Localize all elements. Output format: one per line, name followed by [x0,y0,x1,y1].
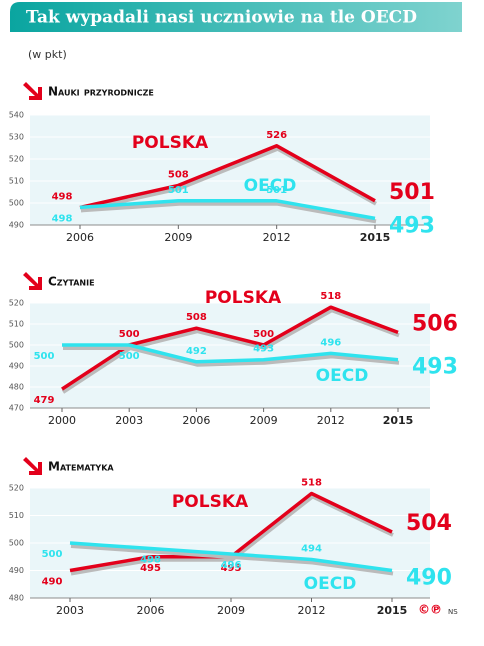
end-label: 493 [389,213,435,238]
page-title: Tak wypadali nasi uczniowie na tle OECD [26,8,417,28]
x-tick-label: 2000 [48,414,76,427]
series-name: OECD [244,176,297,196]
series-name: OECD [304,574,357,594]
end-label: 501 [389,180,435,205]
y-tick-label: 480 [9,383,24,392]
x-tick-label: 2012 [317,414,345,427]
end-label: 504 [406,511,452,536]
x-tick-label: 2009 [217,604,245,617]
data-label: 501 [168,185,189,196]
data-label: 508 [186,312,207,323]
series-line [69,541,393,573]
data-label: 498 [140,555,161,566]
y-tick-label: 520 [9,484,24,493]
y-tick-label: 520 [9,299,24,308]
x-tick-label: 2012 [263,231,291,244]
y-tick-label: 500 [9,341,24,350]
data-label: 494 [301,544,322,555]
line-shadow [61,308,400,394]
heading-icon [23,82,42,100]
y-tick-label: 490 [9,221,24,230]
chart-title: Czytanie [48,275,95,289]
end-label: 493 [412,355,458,380]
line-shadow [70,544,394,576]
y-tick-label: 510 [9,511,24,520]
logo: ©℗ [418,603,442,617]
y-tick-label: 510 [9,177,24,186]
y-tick-label: 530 [9,133,24,142]
data-label: 493 [253,344,274,355]
x-tick-label: 2009 [250,414,278,427]
credit: NS [448,608,458,616]
x-tick-label: 2015 [377,604,408,617]
data-label: 518 [320,291,341,302]
x-tick-label: 2012 [298,604,326,617]
series-line [61,305,399,391]
series-line [62,343,399,364]
data-label: 498 [52,213,73,224]
data-label: 526 [266,130,287,141]
series-line [79,199,376,221]
y-tick-label: 500 [9,199,24,208]
y-tick-label: 500 [9,539,24,548]
y-tick-label: 520 [9,155,24,164]
x-tick-label: 2015 [360,231,391,244]
y-tick-label: 490 [9,362,24,371]
data-label: 490 [42,577,63,588]
chart-title: Nauki przyrodnicze [48,85,154,99]
series-name: POLSKA [205,288,282,308]
end-label: 490 [406,566,452,591]
line-shadow [80,201,377,224]
data-label: 500 [119,351,140,362]
x-tick-label: 2009 [164,231,192,244]
data-label: 500 [253,329,274,340]
data-label: 496 [221,560,242,571]
series-name: POLSKA [172,492,249,512]
data-label: 501 [266,185,287,196]
heading-icon [23,457,42,475]
data-label: 479 [34,395,55,406]
data-label: 498 [52,191,73,202]
y-tick-label: 480 [9,594,24,603]
data-label: 500 [119,329,140,340]
y-tick-label: 510 [9,320,24,329]
x-tick-label: 2003 [56,604,84,617]
x-tick-label: 2015 [383,414,414,427]
x-tick-label: 2006 [137,604,165,617]
heading-icon [23,272,42,290]
series-name: POLSKA [132,133,209,153]
series-name: OECD [316,366,369,386]
data-label: 495 [221,563,242,574]
data-label: 500 [42,549,63,560]
title-bar [10,2,462,32]
line-shadow [70,494,394,576]
data-label: 492 [186,346,207,357]
data-label: 518 [301,478,322,489]
data-label: 508 [168,169,189,180]
page-subtitle: (w pkt) [28,48,67,61]
series-line [79,144,376,210]
chart-title: Matematyka [48,460,114,474]
x-tick-label: 2006 [66,231,94,244]
line-shadow [80,146,377,213]
data-label: 495 [140,563,161,574]
line-shadow [63,346,400,367]
y-tick-label: 490 [9,566,24,575]
y-tick-label: 540 [9,111,24,120]
data-label: 496 [320,337,341,348]
end-label: 506 [412,311,458,336]
x-tick-label: 2003 [115,414,143,427]
x-tick-label: 2006 [182,414,210,427]
y-tick-label: 470 [9,404,24,413]
data-label: 500 [34,351,55,362]
